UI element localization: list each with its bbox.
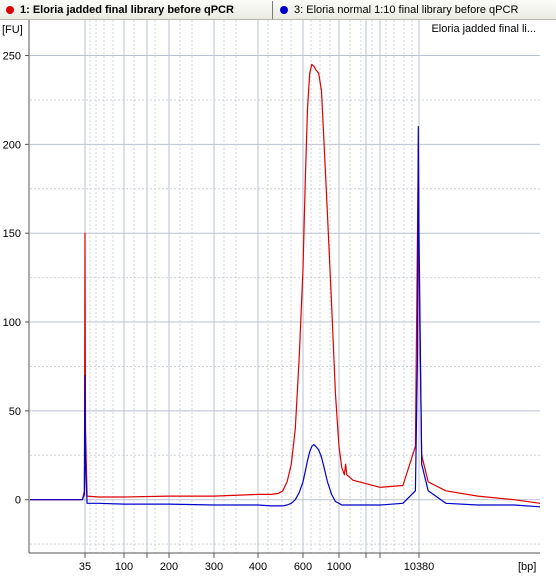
y-tick-label: 100 xyxy=(3,317,21,329)
chart-title: Eloria jadded final li... xyxy=(431,23,536,35)
y-tick-layer: 0 50 100 150 200 250 xyxy=(3,51,29,507)
legend-bar: 1: Eloria jadded final library before qP… xyxy=(0,0,556,20)
legend-item-sample-3[interactable]: 3: Eloria normal 1:10 final library befo… xyxy=(280,0,518,20)
x-tick-label: 300 xyxy=(205,561,223,573)
x-tick-label: 100 xyxy=(115,561,133,573)
x-tick-label: 1000 xyxy=(327,561,351,573)
legend-label: 1: Eloria jadded final library before qP… xyxy=(20,4,234,16)
x-tick-label: 600 xyxy=(294,561,312,573)
y-tick-label: 250 xyxy=(3,51,21,63)
x-tick-label: 10380 xyxy=(404,561,435,573)
electropherogram-chart: 0 50 100 150 200 250 35 100 200 300 400 600 1000 103… xyxy=(2,20,541,573)
x-tick-layer: 35 100 200 300 400 600 1000 10380 xyxy=(79,553,434,573)
legend-label: 3: Eloria normal 1:10 final library befo… xyxy=(294,4,519,16)
legend-dot-icon xyxy=(6,6,14,14)
series-line-sample-3 xyxy=(30,125,541,508)
legend-divider xyxy=(272,1,273,19)
legend-item-sample-1[interactable]: 1: Eloria jadded final library before qP… xyxy=(6,0,234,20)
x-tick-label: 35 xyxy=(79,561,91,573)
series-line-sample-1 xyxy=(30,63,541,504)
grid-layer xyxy=(30,20,540,553)
y-tick-label: 200 xyxy=(3,139,21,151)
y-tick-label: 0 xyxy=(15,495,21,507)
x-axis-label: [bp] xyxy=(518,561,536,573)
x-tick-label: 200 xyxy=(160,561,178,573)
y-tick-label: 150 xyxy=(3,228,21,240)
y-axis-label: [FU] xyxy=(2,24,23,36)
y-tick-label: 50 xyxy=(9,406,21,418)
x-tick-label: 400 xyxy=(249,561,267,573)
series-layer xyxy=(30,63,541,508)
legend-dot-icon xyxy=(280,6,288,14)
